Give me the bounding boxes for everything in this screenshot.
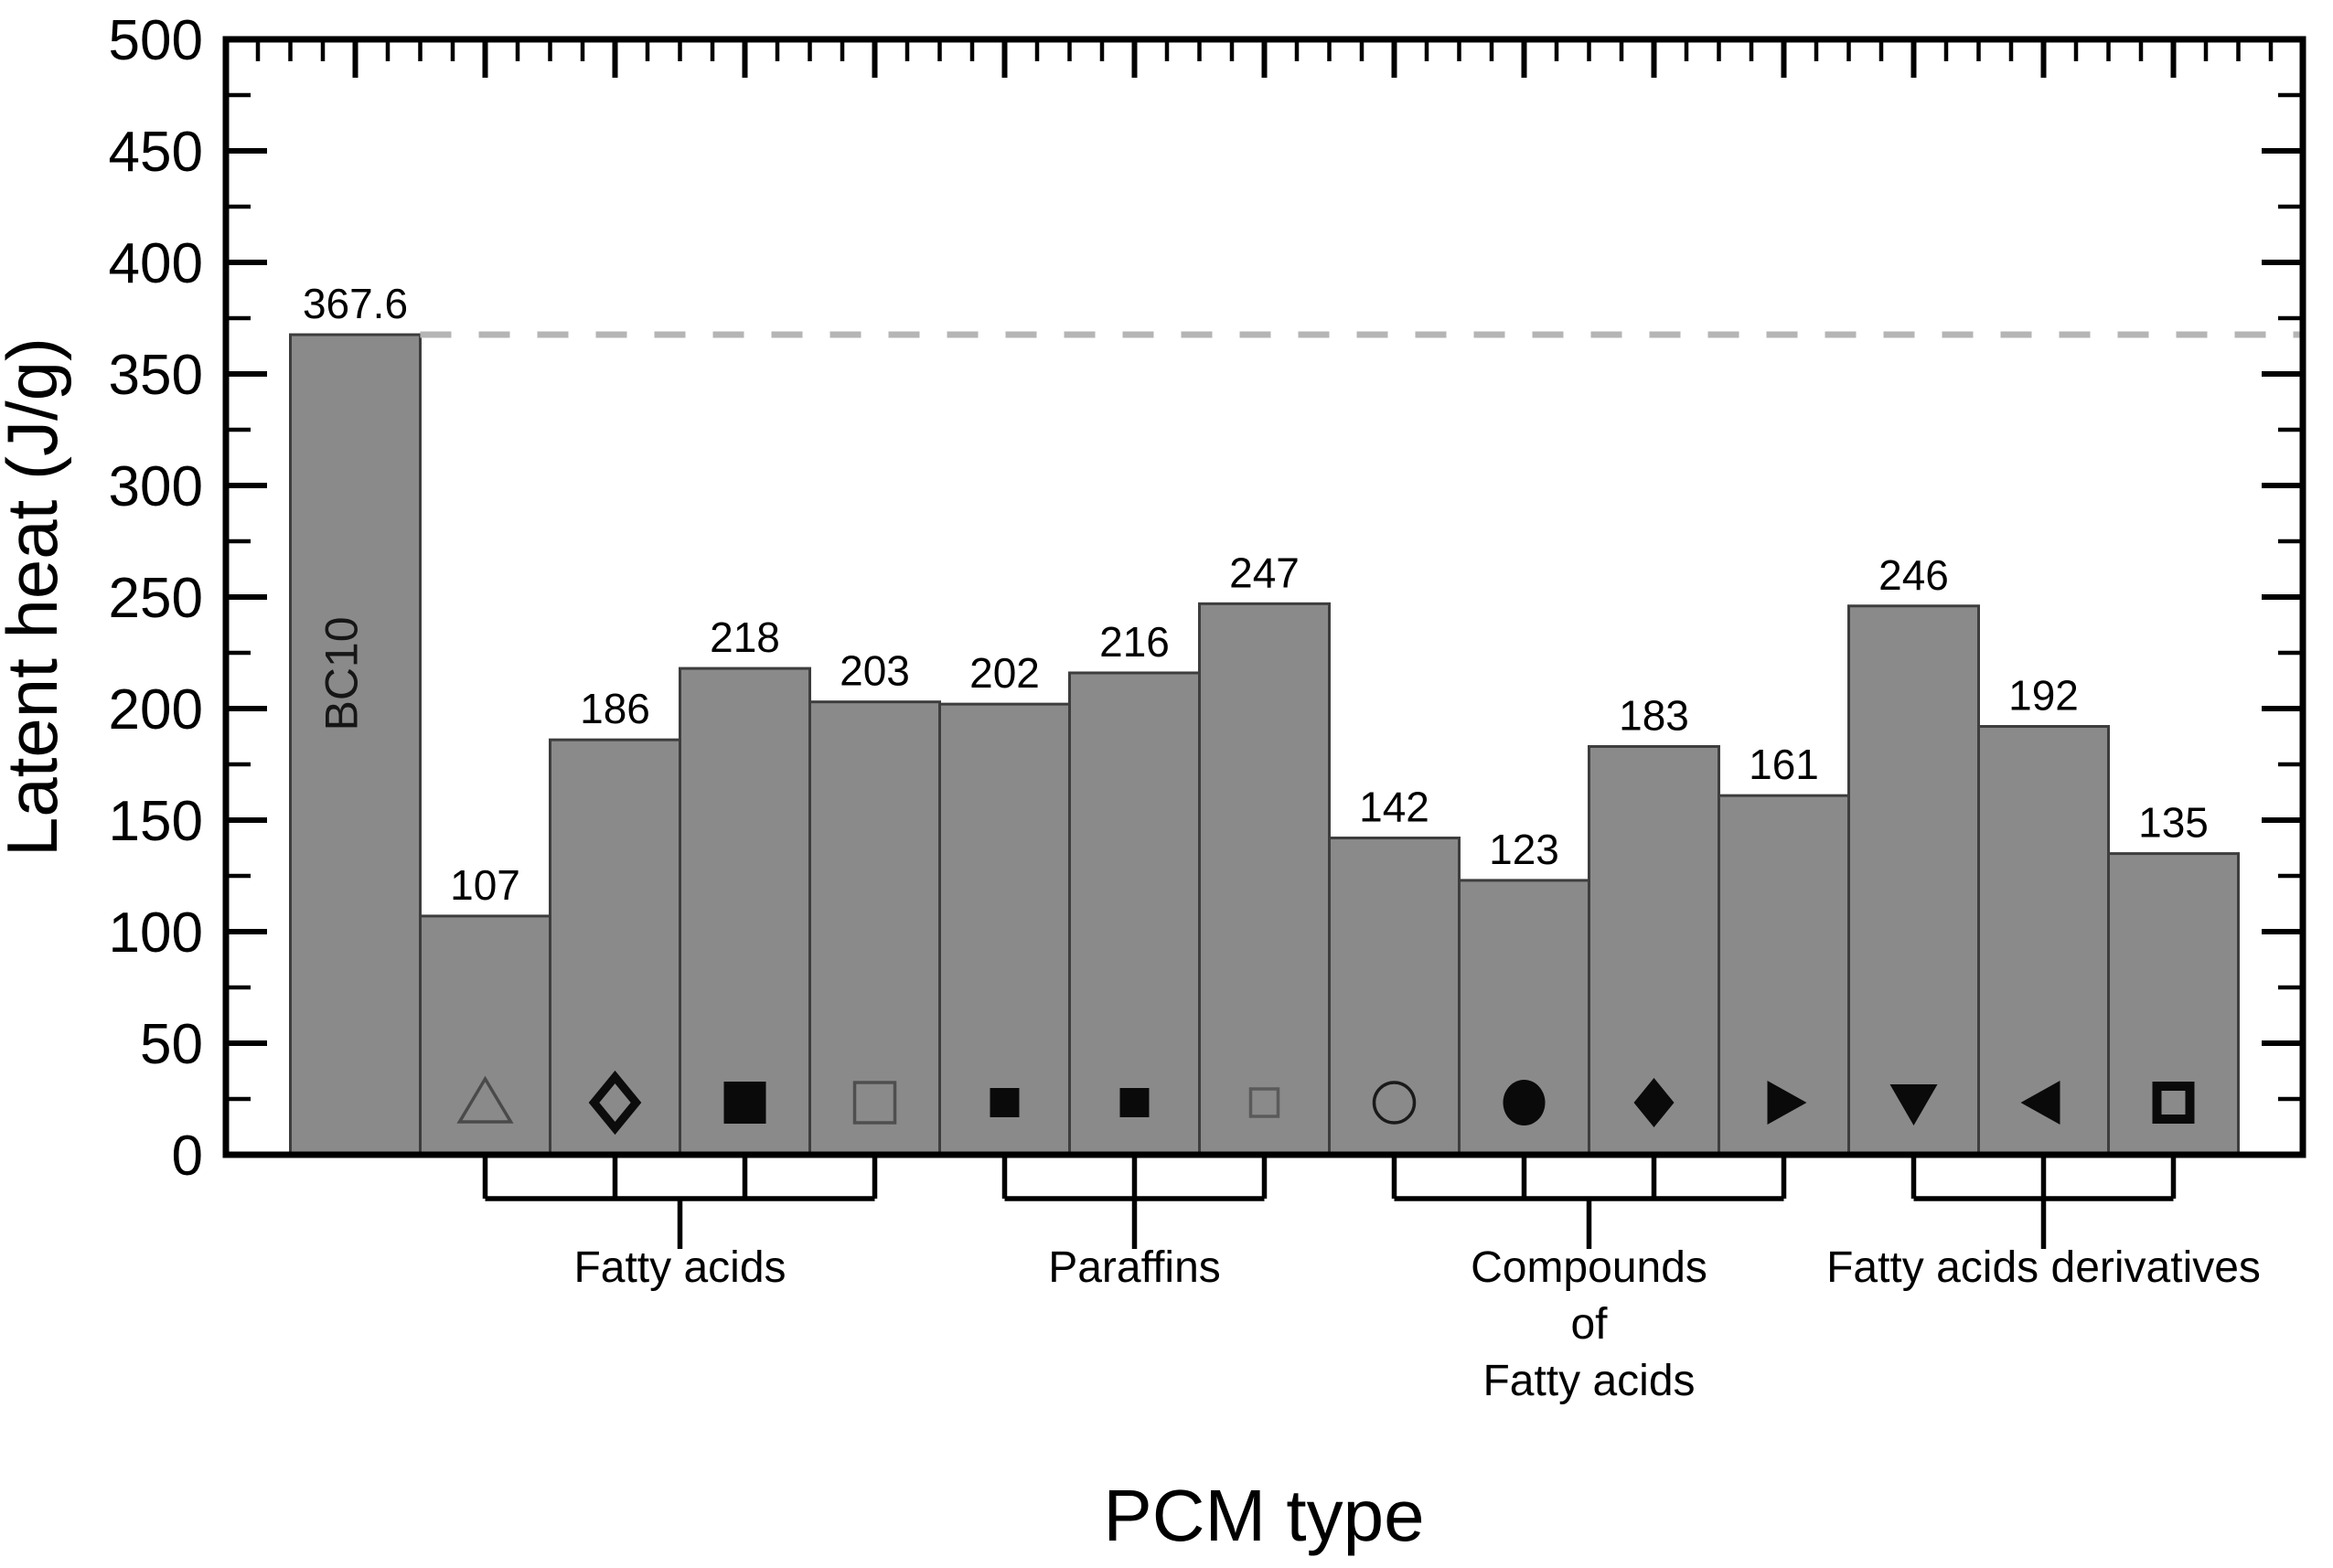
- symbol-square-filled: [723, 1082, 766, 1124]
- bar-value-label: 247: [1229, 549, 1300, 596]
- symbol-diamond-filled: [1633, 1078, 1675, 1127]
- bar-value-label: 186: [580, 685, 650, 732]
- group-label: Fatty acids: [1482, 1357, 1695, 1405]
- group-label: of: [1570, 1300, 1608, 1349]
- symbol-diamond-open-bold: [588, 1070, 642, 1136]
- group-label: Fatty acids: [573, 1243, 786, 1292]
- bar: [2107, 852, 2240, 1157]
- symbol-circle-open: [1372, 1081, 1417, 1125]
- bar-value-label: 183: [1619, 691, 1689, 739]
- y-tick-label: 400: [109, 232, 203, 295]
- bar-value-label: 161: [1749, 741, 1819, 788]
- axes-layer: 0 50 100 150 200 250 300 350 400 450 500: [109, 9, 2306, 1188]
- y-tick-label: 250: [109, 567, 203, 630]
- bar-value-label: 216: [1099, 618, 1170, 666]
- bar: [549, 738, 681, 1157]
- bar-value-label: 246: [1878, 551, 1949, 599]
- bar-symbols-layer: [456, 1070, 2195, 1136]
- bar: [1977, 725, 2110, 1157]
- symbol-square-filled-small: [1119, 1088, 1150, 1117]
- bar: [419, 914, 551, 1157]
- bar-value-label: 218: [710, 613, 780, 661]
- y-tick-label: 50: [140, 1013, 203, 1076]
- y-tick-label: 350: [109, 344, 203, 407]
- x-axis-title: PCM type: [1103, 1475, 1424, 1556]
- y-axis-title: Latent heat (J/g): [0, 337, 72, 857]
- bar: [1588, 744, 1720, 1157]
- bar-value-label: 142: [1359, 784, 1429, 831]
- bar: [1847, 604, 1980, 1157]
- symbol-square-open-small: [1248, 1087, 1280, 1118]
- symbol-square-open-bold: [2152, 1082, 2195, 1124]
- bar-inner-label: BC10: [316, 616, 368, 731]
- bar-value-label: 367.6: [303, 280, 408, 327]
- symbol-triangle-down-filled: [1889, 1084, 1938, 1125]
- bar: [938, 702, 1071, 1157]
- symbol-square-open: [852, 1081, 897, 1125]
- bar: [289, 333, 422, 1157]
- bar-value-label: 203: [840, 647, 910, 695]
- group-brackets-layer: Fatty acids Paraffins Compounds of Fatty aci…: [482, 1157, 2261, 1405]
- value-labels-layer: 367.6 BC10 107 186 218 203 202 216 247 142 123 183 1…: [303, 280, 2209, 909]
- symbol-triangle-up-open: [456, 1075, 514, 1124]
- group-label: Compounds: [1471, 1243, 1707, 1292]
- bar-value-label: 123: [1489, 826, 1559, 873]
- bar: [679, 667, 811, 1157]
- bar-value-label: 135: [2138, 799, 2209, 847]
- bar: [808, 700, 941, 1157]
- group-label: Fatty acids derivatives: [1826, 1243, 2261, 1292]
- bars-layer: [289, 333, 2240, 1157]
- y-tick-label: 150: [109, 790, 203, 853]
- bar: [1328, 837, 1461, 1157]
- bar-value-label: 107: [450, 861, 520, 909]
- symbol-triangle-right-filled: [1767, 1081, 1807, 1125]
- symbol-square-filled-small: [990, 1088, 1020, 1117]
- bar-value-label: 202: [969, 649, 1040, 697]
- symbol-triangle-left-filled: [2020, 1081, 2060, 1125]
- y-tick-label: 300: [109, 455, 203, 518]
- y-tick-label: 200: [109, 678, 203, 741]
- y-tick-label: 100: [109, 901, 203, 965]
- bar: [1198, 602, 1331, 1157]
- bar: [1068, 671, 1201, 1157]
- symbol-circle-filled: [1503, 1080, 1546, 1125]
- group-label: Paraffins: [1048, 1243, 1221, 1292]
- y-tick-label: 500: [109, 9, 203, 72]
- y-tick-label: 0: [172, 1125, 203, 1188]
- bar-value-label: 192: [2008, 672, 2079, 720]
- y-tick-label: 450: [109, 121, 203, 184]
